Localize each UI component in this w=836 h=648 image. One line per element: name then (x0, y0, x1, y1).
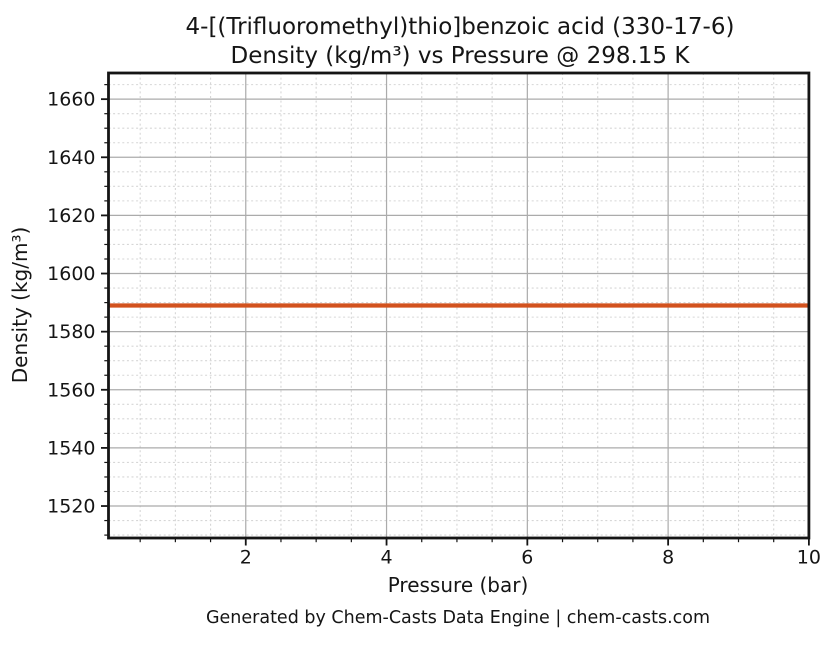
footer-credit: Generated by Chem-Casts Data Engine | ch… (206, 608, 710, 628)
y-tick-label: 1660 (47, 89, 95, 111)
plot-border-spines (107, 71, 811, 540)
y-tick-label: 1580 (47, 321, 95, 343)
x-tick-label: 8 (662, 547, 674, 569)
x-tick-labels: 2 4 6 8 10 (240, 547, 821, 569)
x-tick-label: 10 (797, 547, 821, 569)
y-tick-label: 1640 (47, 147, 95, 169)
y-axis-label: Density (kg/m³) (8, 227, 32, 384)
axis-ticks (101, 84, 810, 546)
x-axis-label: Pressure (bar) (388, 573, 529, 597)
y-tick-label: 1520 (47, 496, 95, 518)
chart-title-line2: Density (kg/m³) vs Pressure @ 298.15 K (231, 43, 691, 69)
x-tick-label: 4 (381, 547, 393, 569)
x-tick-label: 2 (240, 547, 252, 569)
y-tick-label: 1560 (47, 379, 95, 401)
x-tick-label: 6 (521, 547, 533, 569)
minor-gridlines (108, 73, 809, 538)
chart-title-line1: 4-[(Trifluoromethyl)thio]benzoic acid (3… (186, 14, 735, 40)
y-tick-label: 1540 (47, 437, 95, 459)
y-tick-label: 1620 (47, 205, 95, 227)
y-tick-label: 1600 (47, 263, 95, 285)
y-tick-labels: 1520 1540 1560 1580 1600 1620 1640 1660 (47, 89, 95, 518)
